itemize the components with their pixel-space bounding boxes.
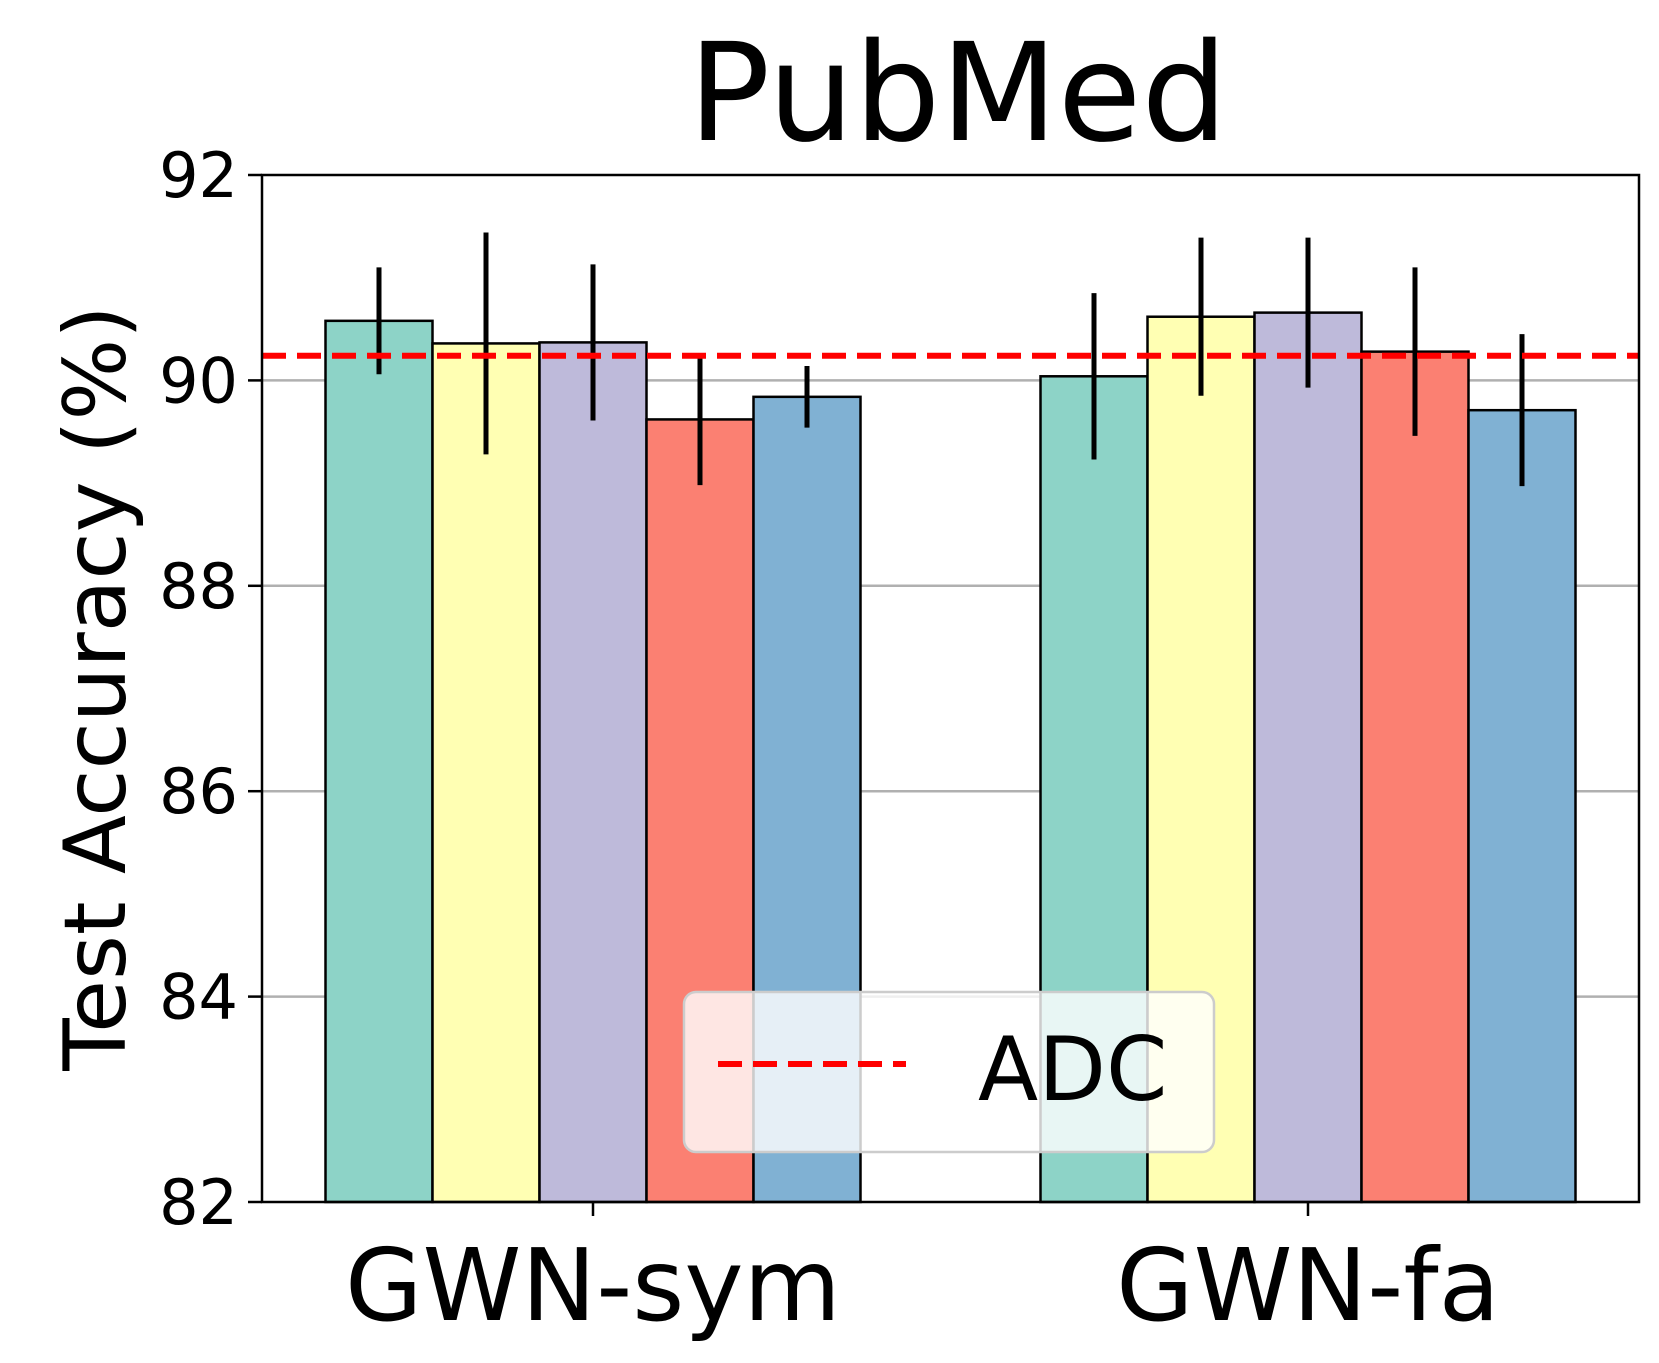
- chart-title: PubMed: [688, 15, 1227, 173]
- y-tick-label-88: 88: [159, 550, 238, 623]
- bar-series-2-gwn-sym: [431, 342, 541, 1204]
- y-tick-label-92: 92: [159, 139, 238, 212]
- bar-series-4-gwn-fa: [1360, 350, 1470, 1204]
- bars: [324, 311, 1577, 1204]
- y-tick-label-86: 86: [159, 755, 238, 828]
- plot-frame: [260, 173, 1641, 1204]
- y-tick-label-84: 84: [159, 961, 238, 1034]
- x-axis: GWN-sym GWN-fa: [345, 1202, 1500, 1344]
- bar-series-5-gwn-fa: [1467, 408, 1577, 1204]
- error-bars: [376, 232, 1525, 487]
- legend: ADC: [682, 990, 1216, 1154]
- y-tick-label-90: 90: [159, 344, 238, 417]
- bar-series-3-gwn-fa: [1253, 311, 1363, 1204]
- y-axis-label: Test Accuracy (%): [46, 305, 146, 1071]
- y-axis: 82 84 86 88 90 92: [159, 139, 262, 1239]
- y-tick-label-82: 82: [159, 1166, 238, 1239]
- bar-series-1-gwn-sym: [324, 319, 434, 1204]
- legend-box: [682, 990, 1216, 1154]
- bar-series-3-gwn-sym: [538, 341, 648, 1204]
- legend-adc-label: ADC: [978, 1018, 1167, 1121]
- x-tick-label-gwn-sym: GWN-sym: [345, 1227, 841, 1344]
- x-tick-label-gwn-fa: GWN-fa: [1116, 1227, 1500, 1344]
